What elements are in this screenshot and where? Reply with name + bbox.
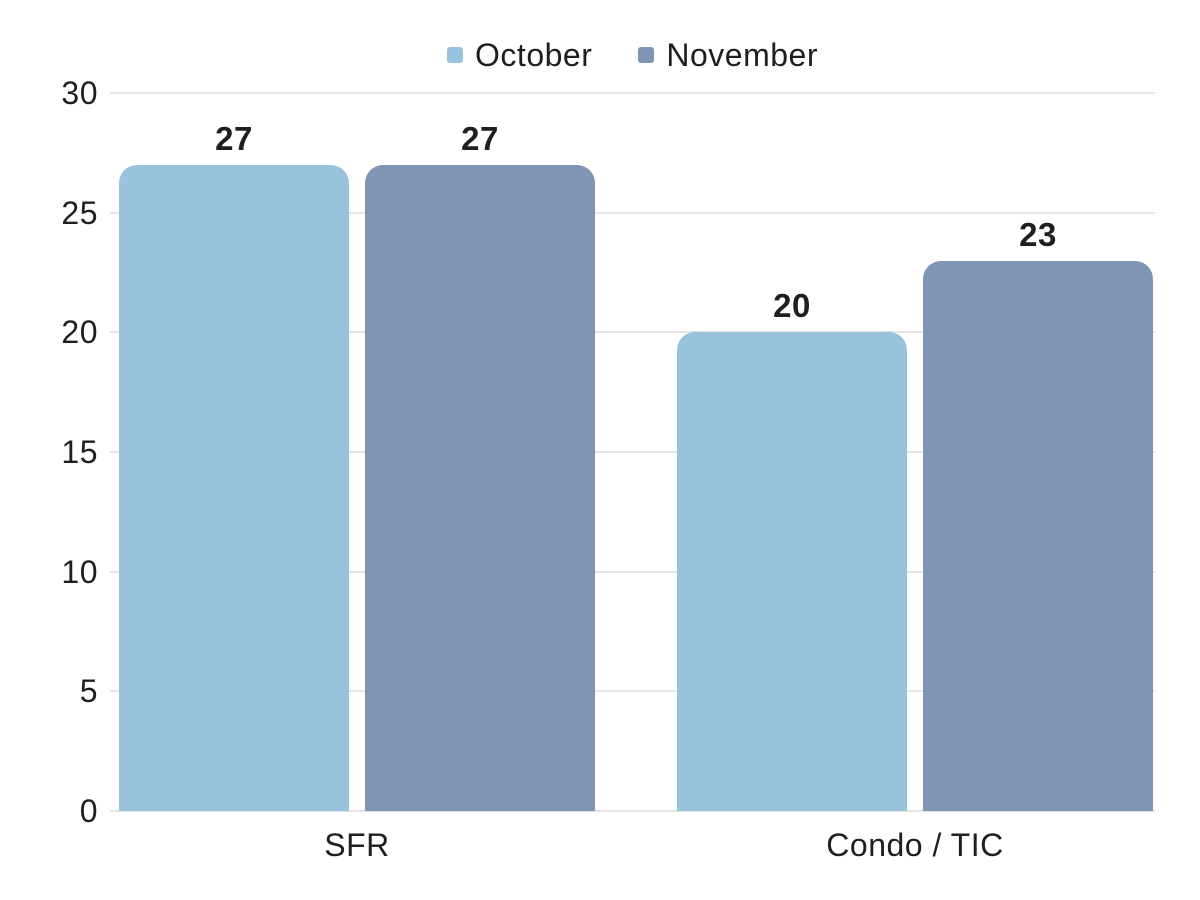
bar-value-label: 20 (773, 287, 811, 325)
gridline (110, 211, 1155, 214)
x-axis-category-label: Condo / TIC (826, 827, 1004, 863)
bar-october-condo-tic (677, 332, 907, 811)
y-axis-tick-label: 15 (61, 434, 98, 470)
x-axis-category-label: SFR (324, 827, 390, 863)
y-axis-tick-label: 20 (61, 314, 98, 351)
bar-value-label: 27 (215, 119, 253, 157)
gridline (110, 92, 1155, 94)
bar-value-label: 23 (1019, 215, 1057, 253)
y-axis-tick-label: 5 (79, 673, 98, 710)
bar-november-condo-tic (923, 260, 1153, 811)
bar-value-label: 27 (461, 119, 499, 157)
legend-label: November (666, 37, 818, 73)
y-axis-tick-label: 10 (61, 553, 98, 590)
y-axis-tick-label: 0 (79, 793, 98, 829)
legend-swatch-icon (638, 47, 655, 63)
bar-november-sfr (365, 164, 595, 811)
gridline (110, 451, 1155, 453)
legend-swatch-icon (447, 47, 464, 63)
legend-label: October (475, 37, 593, 73)
legend: October November (110, 34, 1155, 76)
legend-item-november: November (638, 34, 818, 76)
gridline (110, 570, 1155, 573)
gridline (110, 810, 1155, 812)
gridline (110, 331, 1155, 334)
y-axis-tick-label: 25 (61, 194, 98, 231)
gridline (110, 690, 1155, 693)
y-axis-tick-label: 30 (61, 75, 98, 111)
bar-october-sfr (119, 164, 349, 811)
legend-item-october: October (447, 34, 592, 76)
